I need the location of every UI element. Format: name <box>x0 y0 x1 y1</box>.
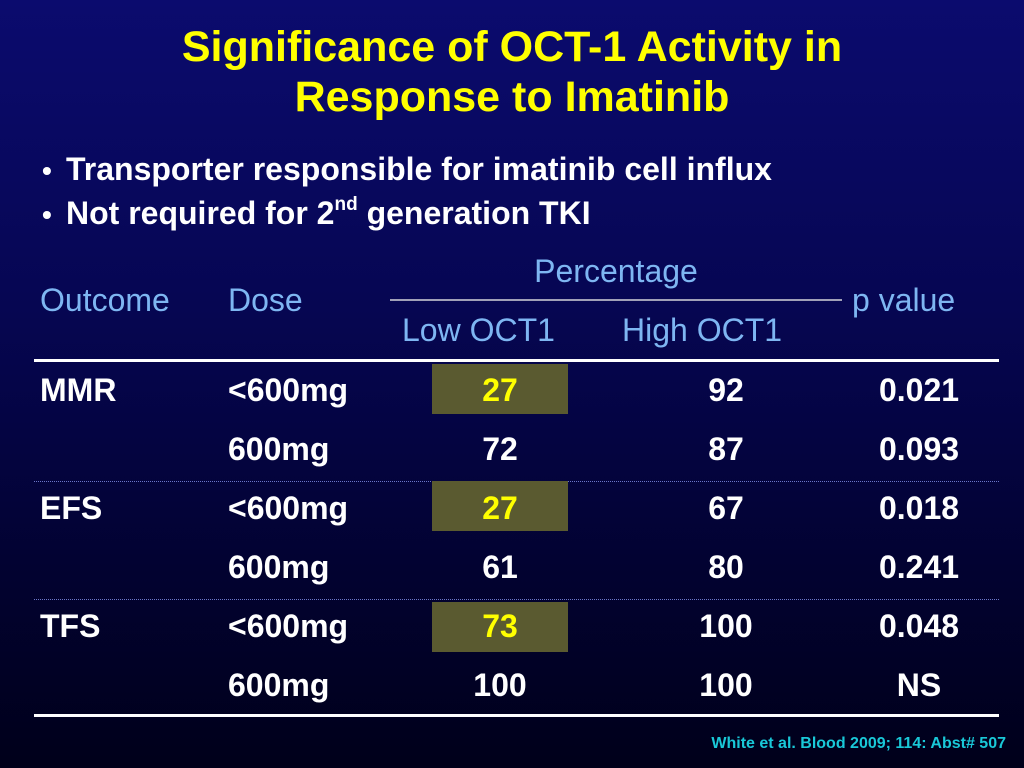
highlight-cell-bg <box>432 364 568 414</box>
bullet-item: • Transporter responsible for imatinib ce… <box>42 148 772 192</box>
header-outcome: Outcome <box>40 282 170 318</box>
cell-high-oct1: 100 <box>699 667 753 703</box>
bullet-superscript: nd <box>334 194 358 215</box>
group-divider <box>34 599 999 600</box>
cell-p-value: 0.048 <box>878 608 960 644</box>
slide-title-line-2: Response to Imatinib <box>294 73 730 121</box>
cell-outcome: MMR <box>40 372 117 408</box>
cell-dose: 600mg <box>228 667 330 703</box>
cell-p-value: NS <box>896 667 942 703</box>
bullet-text-after: generation TKI <box>357 195 591 231</box>
cell-low-oct1: 73 <box>482 608 518 644</box>
header-high-oct1: High OCT1 <box>622 312 783 348</box>
cell-high-oct1: 100 <box>699 608 753 644</box>
bullet-text: Not required for 2 <box>66 195 335 231</box>
bullet-item: • Not required for 2nd generation TKI <box>42 192 772 236</box>
citation: White et al. Blood 2009; 114: Abst# 507 <box>711 735 1006 752</box>
cell-dose: <600mg <box>228 490 349 526</box>
table-bottom-rule <box>34 714 999 717</box>
cell-low-oct1: 100 <box>473 667 527 703</box>
cell-low-oct1: 72 <box>482 431 518 467</box>
cell-high-oct1: 67 <box>708 490 744 526</box>
cell-low-oct1: 27 <box>482 490 518 526</box>
cell-dose: 600mg <box>228 549 330 585</box>
bullet-list: • Transporter responsible for imatinib ce… <box>42 148 772 236</box>
bullet-text: Transporter responsible for imatinib cel… <box>66 151 772 187</box>
bullet-dot-icon: • <box>42 155 52 186</box>
cell-dose: <600mg <box>228 608 349 644</box>
header-dose: Dose <box>228 282 303 318</box>
header-percentage: Percentage <box>534 253 698 289</box>
highlight-cell-bg <box>432 602 568 652</box>
highlight-cell-bg <box>432 481 568 531</box>
cell-p-value: 0.018 <box>878 490 960 526</box>
cell-low-oct1: 61 <box>482 549 518 585</box>
cell-high-oct1: 92 <box>708 372 744 408</box>
cell-outcome: TFS <box>40 608 101 644</box>
cell-p-value: 0.021 <box>878 372 960 408</box>
percentage-underline <box>390 299 842 301</box>
slide-title-line-1: Significance of OCT-1 Activity in <box>181 23 843 71</box>
header-low-oct1: Low OCT1 <box>402 312 555 348</box>
cell-high-oct1: 87 <box>708 431 744 467</box>
bullet-dot-icon: • <box>42 199 52 230</box>
header-p-value: p value <box>852 282 956 318</box>
cell-p-value: 0.093 <box>878 431 960 467</box>
cell-dose: <600mg <box>228 372 349 408</box>
cell-p-value: 0.241 <box>878 549 960 585</box>
cell-high-oct1: 80 <box>708 549 744 585</box>
slide-title: Significance of OCT-1 Activity in Respon… <box>0 22 1024 122</box>
cell-outcome: EFS <box>40 490 103 526</box>
cell-low-oct1: 27 <box>482 372 518 408</box>
table-top-rule <box>34 359 999 362</box>
cell-dose: 600mg <box>228 431 330 467</box>
